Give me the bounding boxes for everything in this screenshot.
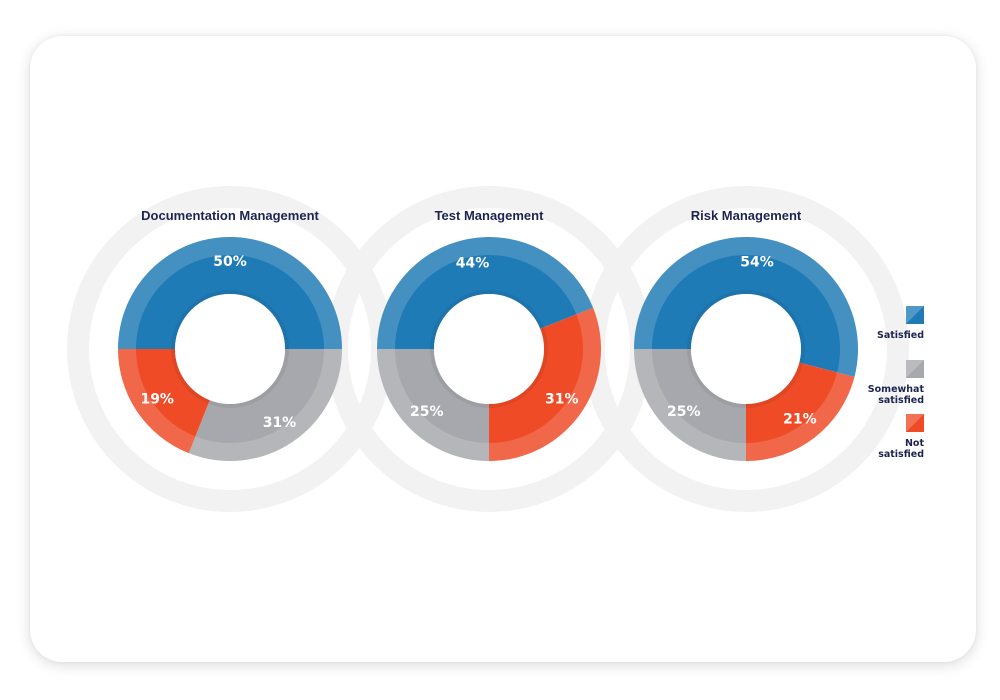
slice-label-not-satisfied: 31%	[545, 391, 579, 407]
slice-highlight	[118, 237, 342, 349]
legend-label-not-satisfied: Not satisfied	[878, 438, 924, 460]
legend-item-not-satisfied: Not satisfied	[878, 414, 924, 460]
donut-documentation-management: Documentation Management 50% 31% 19%	[118, 208, 342, 461]
slice-satisfied	[118, 237, 342, 349]
legend-label-somewhat-satisfied: Somewhat satisfied	[867, 384, 924, 406]
donut-hole	[434, 294, 544, 404]
legend-swatch-not-satisfied	[906, 414, 924, 432]
slice-label-not-satisfied: 19%	[140, 391, 174, 407]
slice-not-satisfied	[489, 307, 601, 461]
slice-label-somewhat-satisfied: 25%	[667, 404, 701, 420]
slice-highlight	[634, 236, 858, 377]
donut-hole	[175, 294, 285, 404]
legend-swatch-satisfied	[906, 306, 924, 324]
legend-swatch-somewhat-satisfied	[906, 360, 924, 378]
slice-somewhat-satisfied	[634, 349, 746, 461]
chart-title: Documentation Management	[141, 208, 319, 223]
slice-satisfied	[634, 236, 858, 377]
slice-highlight	[118, 349, 196, 454]
donut-test-management: Test Management 44% 31% 25%	[377, 208, 601, 461]
slice-not-satisfied	[746, 362, 855, 461]
chart-title: Risk Management	[691, 208, 802, 223]
legend-label-satisfied: Satisfied	[877, 330, 924, 341]
slice-highlight	[188, 349, 342, 461]
slice-satisfied	[377, 237, 594, 349]
slice-highlight	[377, 349, 489, 461]
slice-highlight	[746, 372, 855, 461]
donut-hole	[691, 294, 801, 404]
slice-highlight	[489, 307, 601, 461]
legend-item-satisfied: Satisfied	[877, 306, 924, 341]
chart-title: Test Management	[435, 208, 545, 223]
slice-somewhat-satisfied	[377, 349, 489, 461]
slice-somewhat-satisfied	[188, 349, 342, 461]
slice-highlight	[377, 237, 594, 349]
slice-not-satisfied	[118, 349, 210, 454]
slice-label-somewhat-satisfied: 31%	[263, 415, 297, 431]
donut-risk-management: Risk Management 54% 21% 25%	[634, 208, 858, 461]
slice-label-satisfied: 50%	[213, 254, 247, 270]
slice-label-somewhat-satisfied: 25%	[410, 404, 444, 420]
slice-label-satisfied: 44%	[456, 256, 490, 272]
slice-label-satisfied: 54%	[740, 255, 774, 271]
slice-highlight	[634, 349, 746, 461]
legend-item-somewhat-satisfied: Somewhat satisfied	[868, 360, 924, 406]
slice-label-not-satisfied: 21%	[783, 412, 817, 428]
